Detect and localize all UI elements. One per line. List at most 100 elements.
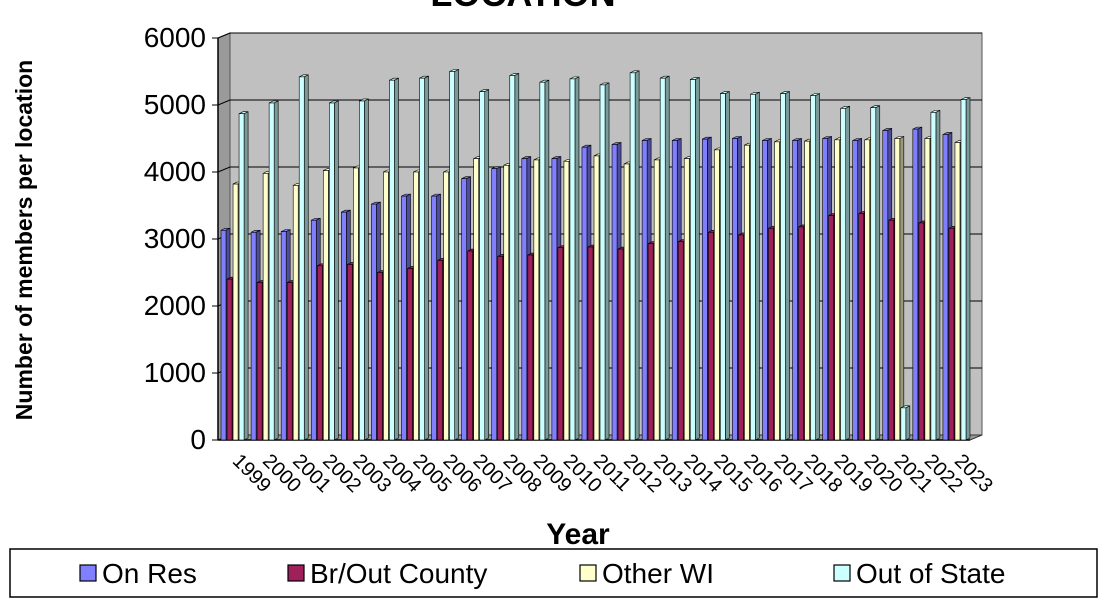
bar bbox=[353, 167, 359, 441]
y-axis-label: Number of members per location bbox=[11, 60, 37, 420]
bar bbox=[581, 146, 588, 441]
bar bbox=[557, 247, 564, 441]
bar bbox=[762, 140, 768, 441]
bar bbox=[322, 170, 329, 441]
bar-side bbox=[484, 89, 490, 441]
bar-side bbox=[574, 76, 580, 441]
bar bbox=[226, 278, 233, 441]
bar bbox=[533, 159, 540, 441]
legend-swatch bbox=[833, 564, 851, 582]
bar bbox=[714, 149, 720, 441]
bar bbox=[780, 93, 786, 441]
gridline bbox=[217, 99, 982, 106]
bar-side bbox=[845, 105, 850, 441]
bar bbox=[960, 99, 967, 441]
bar bbox=[870, 107, 877, 441]
bar bbox=[497, 256, 504, 441]
y-tick-label: 4000 bbox=[144, 156, 206, 187]
bar bbox=[683, 158, 690, 441]
bar bbox=[822, 138, 828, 441]
bar-side bbox=[875, 105, 881, 441]
y-tick-label: 3000 bbox=[144, 223, 206, 254]
bar-side bbox=[303, 74, 309, 441]
bar bbox=[611, 144, 618, 441]
bar-side bbox=[604, 82, 610, 441]
bar-side bbox=[544, 79, 550, 441]
bar bbox=[804, 140, 810, 441]
bar bbox=[250, 232, 257, 441]
bar bbox=[732, 138, 738, 441]
bar bbox=[292, 185, 299, 441]
bar bbox=[551, 158, 558, 441]
bar bbox=[563, 160, 570, 441]
bar bbox=[912, 128, 919, 441]
bar bbox=[437, 260, 443, 441]
bar bbox=[280, 231, 287, 441]
bar bbox=[677, 241, 684, 441]
bar bbox=[689, 79, 696, 441]
bar bbox=[930, 112, 937, 441]
bar bbox=[256, 282, 263, 441]
bar bbox=[298, 76, 305, 441]
bar-side bbox=[815, 93, 820, 441]
bar bbox=[473, 158, 479, 441]
bar bbox=[834, 139, 840, 441]
bar bbox=[527, 254, 534, 441]
bar bbox=[918, 222, 925, 441]
bar bbox=[449, 71, 455, 441]
bar bbox=[407, 268, 413, 441]
bar bbox=[744, 144, 750, 441]
bar bbox=[792, 140, 798, 441]
bar bbox=[738, 234, 744, 441]
bar bbox=[599, 84, 606, 441]
gridline bbox=[217, 166, 982, 173]
legend: On Res Br/Out County Other WI Out of State bbox=[9, 548, 1098, 598]
bar-side bbox=[935, 109, 941, 441]
bar-side bbox=[273, 100, 279, 441]
bar bbox=[852, 140, 858, 441]
bar-side bbox=[899, 136, 905, 441]
bar bbox=[659, 77, 666, 441]
bar bbox=[623, 163, 630, 441]
bar bbox=[750, 93, 756, 441]
bar bbox=[894, 138, 901, 441]
legend-swatch bbox=[287, 564, 305, 582]
bar bbox=[653, 159, 660, 441]
bar bbox=[701, 138, 708, 441]
bar bbox=[774, 141, 780, 441]
bar-side bbox=[454, 69, 459, 441]
x-axis-label: Year bbox=[546, 518, 610, 551]
bar bbox=[359, 100, 365, 441]
bar-side bbox=[785, 91, 790, 441]
bar bbox=[491, 168, 498, 441]
legend-box bbox=[9, 548, 1098, 598]
bar bbox=[521, 158, 528, 441]
plot-area: 0100020003000400050006000199920002001200… bbox=[144, 22, 997, 497]
bar bbox=[828, 215, 834, 441]
bar bbox=[461, 178, 467, 441]
bar bbox=[641, 140, 648, 441]
bar bbox=[707, 232, 714, 441]
bar bbox=[900, 407, 907, 441]
bar bbox=[419, 77, 425, 441]
y-tick-label: 6000 bbox=[144, 22, 206, 53]
bar bbox=[569, 78, 576, 441]
bar bbox=[503, 165, 510, 441]
chart-title: LOCATION bbox=[430, 0, 615, 14]
legend-label: Out of State bbox=[856, 558, 1005, 589]
bar-side bbox=[755, 91, 760, 441]
bar bbox=[431, 195, 437, 441]
y-tick-label: 2000 bbox=[144, 290, 206, 321]
bar bbox=[509, 75, 516, 441]
bar bbox=[467, 250, 473, 441]
bar bbox=[310, 219, 317, 441]
bar bbox=[720, 93, 726, 441]
bar bbox=[924, 138, 931, 441]
bar-side bbox=[394, 77, 399, 441]
legend-swatch bbox=[579, 564, 597, 582]
bar-side bbox=[634, 70, 640, 441]
bar bbox=[858, 213, 865, 441]
bar bbox=[401, 195, 407, 441]
